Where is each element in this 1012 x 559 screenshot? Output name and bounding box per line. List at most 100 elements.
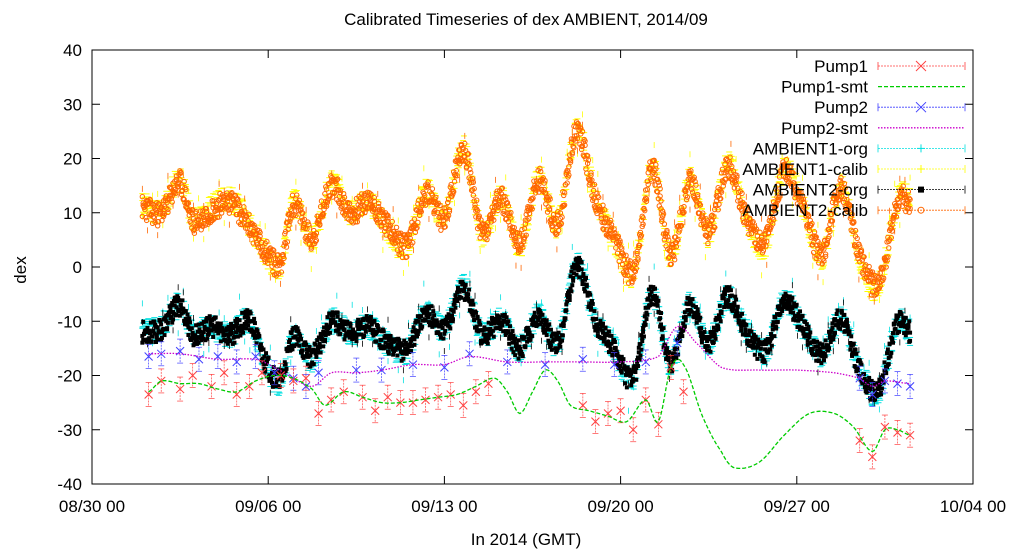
data-point (637, 229, 644, 236)
data-point (678, 222, 685, 229)
data-point (516, 230, 523, 237)
data-point (612, 230, 618, 236)
data-point (346, 200, 353, 207)
data-point (854, 235, 860, 242)
data-point (638, 232, 645, 239)
data-point (664, 229, 670, 235)
data-point (848, 213, 854, 220)
data-point (712, 206, 718, 213)
data-point (256, 236, 262, 243)
data-point (849, 211, 855, 217)
data-point (608, 225, 615, 231)
data-point (613, 245, 619, 251)
data-point (251, 222, 257, 228)
data-point (558, 220, 564, 226)
data-point (438, 227, 444, 233)
data-point (749, 219, 755, 226)
data-point (375, 200, 382, 207)
data-point (689, 189, 696, 195)
axis-ticks: -40 -30 -20 -10 0 10 20 30 40 08/30 00 09/06 00 09/… (57, 41, 1006, 516)
data-point (155, 219, 162, 225)
data-point (553, 231, 559, 238)
data-point (830, 207, 836, 213)
data-point (665, 237, 672, 243)
data-point (384, 218, 390, 224)
data-point (685, 181, 691, 187)
data-point (816, 260, 822, 266)
data-point (858, 247, 865, 253)
x-tick-label: 09/27 00 (764, 497, 830, 516)
data-point (884, 258, 890, 264)
data-point (717, 195, 724, 202)
data-point (839, 180, 845, 186)
data-point (850, 228, 856, 235)
data-point (906, 195, 912, 202)
data-point (404, 254, 410, 260)
data-point (497, 202, 504, 208)
data-point (467, 166, 473, 173)
data-point (579, 128, 586, 135)
data-point (601, 226, 607, 233)
data-point (380, 209, 386, 216)
data-point (415, 219, 421, 226)
data-point (750, 219, 756, 225)
data-point (590, 195, 597, 201)
data-point (504, 200, 511, 206)
data-point (773, 203, 779, 209)
data-point (748, 230, 755, 237)
data-point (139, 193, 146, 200)
data-point (566, 164, 572, 170)
data-point (720, 183, 726, 189)
data-point (599, 208, 605, 214)
data-point (582, 142, 588, 149)
data-point (213, 207, 219, 213)
x-tick-label: 09/13 00 (411, 497, 477, 516)
data-point (642, 195, 649, 201)
data-point (434, 201, 441, 208)
data-point (841, 196, 848, 202)
data-point (177, 177, 183, 183)
data-point (143, 217, 150, 224)
data-point (664, 227, 670, 234)
data-point (883, 264, 889, 270)
y-tick-label: 30 (63, 95, 82, 114)
data-point (301, 216, 308, 223)
data-point (165, 209, 171, 216)
data-point (474, 208, 481, 214)
data-point (312, 238, 319, 245)
data-point (776, 196, 782, 202)
data-point (671, 253, 677, 260)
data-point (829, 218, 836, 224)
data-point (555, 227, 562, 234)
data-point (520, 244, 526, 251)
data-point (727, 154, 733, 160)
data-point (715, 206, 721, 213)
data-point (462, 140, 468, 147)
data-point (787, 163, 794, 169)
data-point (466, 161, 472, 167)
data-point (259, 243, 266, 250)
x-tick-label: 09/20 00 (588, 497, 654, 516)
y-tick-label: 40 (63, 41, 82, 60)
data-point (868, 271, 875, 278)
data-point (828, 211, 835, 218)
data-point (450, 189, 457, 195)
data-point (590, 187, 597, 194)
data-point (625, 257, 631, 263)
data-point (802, 203, 808, 209)
data-point (712, 201, 719, 208)
data-point (567, 159, 574, 165)
data-point (265, 252, 271, 259)
data-point (537, 165, 543, 172)
data-point (143, 214, 149, 221)
data-point (384, 212, 390, 218)
data-point (600, 202, 606, 208)
data-point (293, 212, 299, 219)
data-point (160, 213, 167, 220)
data-point (437, 221, 443, 228)
data-point (484, 236, 490, 243)
y-axis-label: dex (11, 256, 30, 284)
data-point (336, 193, 343, 200)
data-point (684, 184, 691, 190)
data-point (659, 208, 666, 214)
